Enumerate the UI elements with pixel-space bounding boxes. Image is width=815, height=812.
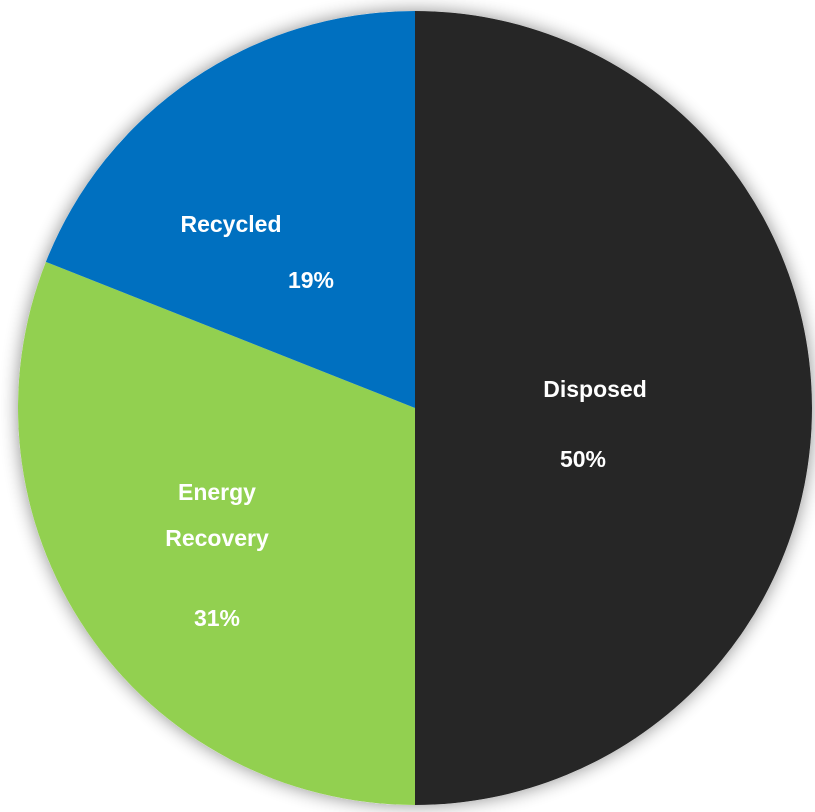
pie-slice-energy-recovery [17,261,416,805]
value-label: 50% [560,446,606,472]
category-label: Energy [178,479,256,505]
value-label: 31% [194,605,240,631]
category-label: Disposed [543,376,647,402]
pie-slices [17,11,812,805]
value-label: 19% [288,267,334,293]
category-label: Recycled [180,211,281,237]
category-label: Recovery [165,525,269,551]
pie-slice-recycled [45,11,416,408]
pie-labels: Disposed 50% Energy Recovery 31% Recycled 19% [165,211,647,631]
pie-slice-disposed [415,11,812,805]
